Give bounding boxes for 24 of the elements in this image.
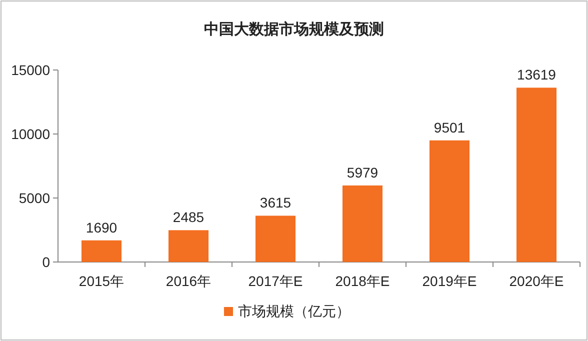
- bar: [168, 230, 209, 262]
- y-tick-label: 5000: [18, 190, 50, 206]
- y-tick-label: 0: [42, 254, 50, 270]
- bar: [255, 216, 296, 262]
- x-tick-label: 2017年E: [248, 273, 303, 289]
- data-label: 9501: [434, 119, 466, 136]
- chart-title: 中国大数据市场规模及预测: [204, 20, 384, 38]
- bar: [81, 240, 122, 262]
- legend-label: 市场规模（亿元）: [238, 303, 350, 319]
- bar: [516, 88, 557, 262]
- x-tick-label: 2018年E: [335, 273, 390, 289]
- y-tick-label: 15000: [11, 62, 50, 78]
- x-tick-label: 2015年: [78, 273, 124, 289]
- bar: [429, 140, 470, 262]
- data-label: 3615: [260, 194, 292, 211]
- data-label: 1690: [86, 219, 118, 236]
- y-tick-label: 10000: [11, 126, 50, 142]
- data-label: 13619: [517, 66, 556, 83]
- bar: [342, 185, 383, 262]
- data-label: 5979: [346, 164, 378, 180]
- x-tick-label: 2020年E: [509, 273, 564, 289]
- x-tick-label: 2016年: [166, 273, 212, 289]
- data-label: 2485: [172, 209, 204, 226]
- x-tick-label: 2019年E: [422, 273, 477, 289]
